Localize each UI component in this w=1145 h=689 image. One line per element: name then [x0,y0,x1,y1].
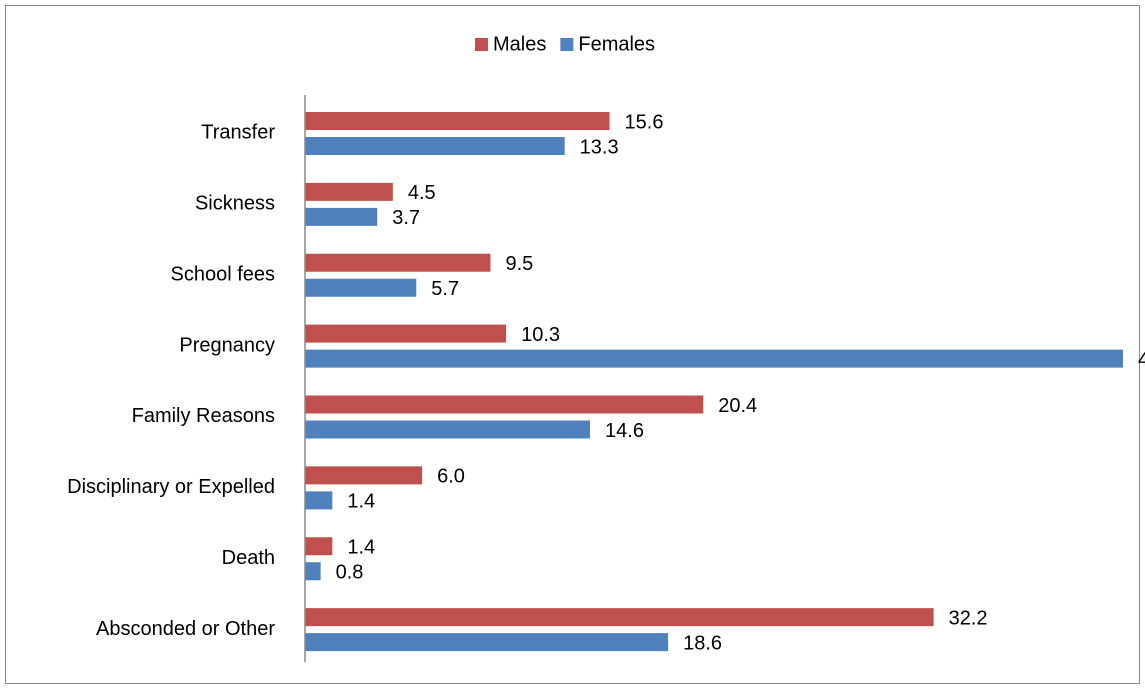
bar [305,207,378,226]
bar [305,395,704,414]
bar [305,137,565,155]
bar [305,324,507,343]
bar [305,349,1123,368]
data-label: 1.4 [347,537,375,559]
legend-label: Females [578,33,655,55]
bar [305,466,423,485]
y-tick-label: Death [222,547,275,569]
legend-label: Males [493,33,546,55]
bar [305,633,669,652]
bar [305,182,393,201]
bar [305,420,591,439]
y-tick-label: Transfer [201,122,275,144]
legend-swatch [560,38,574,51]
bar [305,112,610,130]
data-label: 3.7 [392,207,420,229]
y-tick-label: Pregnancy [179,334,275,356]
bar [305,491,333,510]
bar [305,537,333,556]
data-label: 41.9 [1138,349,1145,371]
y-tick-label: Disciplinary or Expelled [67,476,275,498]
data-label: 10.3 [521,324,560,346]
y-tick-label: Absconded or Other [96,618,275,640]
data-label: 6.0 [437,466,465,488]
chart-frame [5,5,1140,684]
data-label: 4.5 [408,182,436,204]
data-label: 9.5 [505,253,533,275]
y-tick-label: Sickness [195,193,275,215]
data-label: 14.6 [605,420,644,442]
y-tick-label: Family Reasons [132,405,275,427]
data-label: 20.4 [718,395,757,417]
data-label: 5.7 [431,278,459,300]
bar [305,608,934,627]
data-label: 1.4 [347,491,375,513]
data-label: 32.2 [949,607,988,629]
y-tick-label: School fees [170,263,275,285]
data-label: 13.3 [580,136,619,158]
data-label: 15.6 [625,111,664,133]
data-label: 0.8 [336,562,364,584]
legend-swatch [475,38,488,51]
bar [305,253,491,272]
bar [305,562,321,581]
bar [305,278,417,297]
data-label: 18.6 [683,632,722,654]
